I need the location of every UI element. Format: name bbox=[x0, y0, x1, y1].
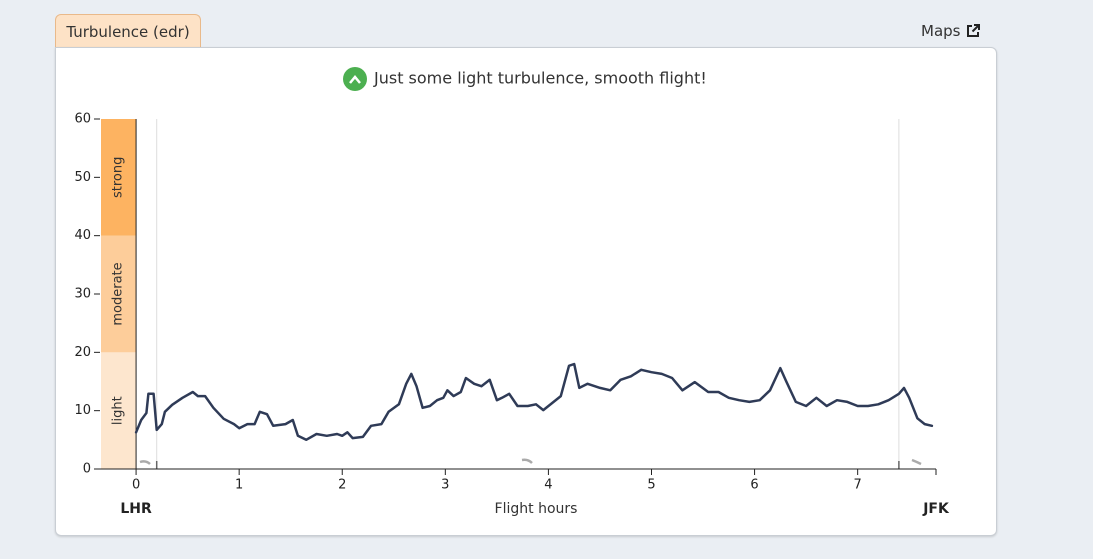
band bbox=[101, 352, 137, 469]
x-start-label: LHR bbox=[120, 501, 152, 517]
y-tick-label: 40 bbox=[74, 228, 91, 243]
link-text[interactable]: Maps bbox=[921, 22, 961, 40]
x-axis-title: Flight hours bbox=[495, 501, 578, 517]
band-label: strong bbox=[111, 157, 126, 198]
x-end-label: JFK bbox=[922, 501, 950, 517]
x-tick-label: 3 bbox=[441, 478, 449, 493]
x-tick-label: 5 bbox=[647, 478, 655, 493]
x-tick-label: 1 bbox=[235, 478, 243, 493]
x-tick-label: 7 bbox=[854, 478, 862, 493]
band-label: light bbox=[111, 396, 126, 425]
maps-link[interactable]: Maps bbox=[921, 22, 981, 40]
tab[interactable]: Turbulence (edr) bbox=[55, 14, 201, 47]
message: Just some light turbulence, smooth fligh… bbox=[373, 69, 707, 88]
external-icon[interactable] bbox=[966, 24, 981, 38]
turbulence-line bbox=[134, 362, 934, 442]
plane-icon bbox=[139, 458, 922, 466]
ok-icon bbox=[343, 67, 367, 91]
x-tick-label: 4 bbox=[544, 478, 552, 493]
band bbox=[101, 119, 137, 236]
x-tick-label: 0 bbox=[132, 478, 140, 493]
panel bbox=[55, 47, 997, 536]
y-tick-label: 0 bbox=[83, 462, 91, 477]
x-tick-label: 2 bbox=[338, 478, 346, 493]
ok-icon-chevron bbox=[349, 75, 361, 84]
x-tick-label: 6 bbox=[750, 478, 758, 493]
band bbox=[101, 235, 137, 353]
y-tick-label: 60 bbox=[74, 112, 91, 127]
band-label: moderate bbox=[111, 262, 126, 325]
y-tick-label: 30 bbox=[74, 287, 91, 302]
y-tick-label: 50 bbox=[74, 170, 91, 185]
y-tick-label: 10 bbox=[74, 403, 91, 418]
y-tick-label: 20 bbox=[74, 345, 91, 360]
